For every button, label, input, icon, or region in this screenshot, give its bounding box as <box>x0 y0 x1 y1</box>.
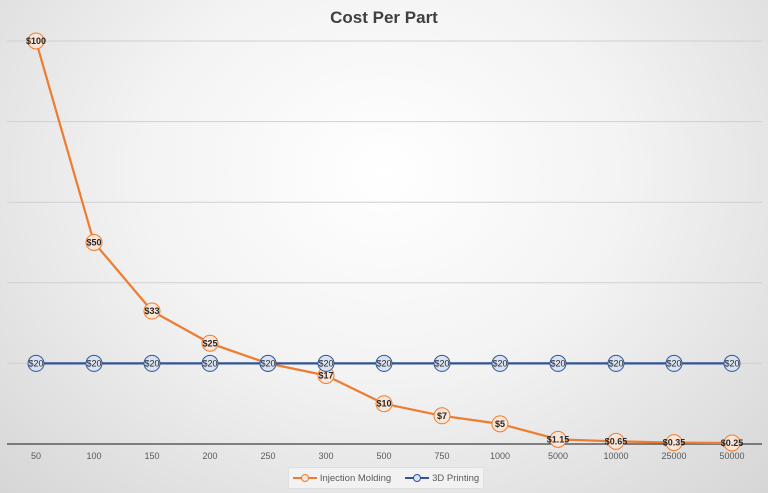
data-point-3d-printing <box>27 354 45 372</box>
legend-item-3d-printing[interactable]: 3D Printing <box>405 473 479 484</box>
x-tick-label: 300 <box>318 451 333 461</box>
x-tick-label: 150 <box>144 451 159 461</box>
x-tick-label: 250 <box>260 451 275 461</box>
data-label-3d-printing: $20 <box>202 358 217 368</box>
x-tick-label: 500 <box>376 451 391 461</box>
data-label-injection-molding: $5 <box>495 419 505 429</box>
data-point-injection-molding <box>549 430 567 448</box>
data-point-3d-printing <box>549 354 567 372</box>
data-label-injection-molding: $10 <box>376 399 391 409</box>
data-label-injection-molding: $0.35 <box>663 438 686 448</box>
data-label-3d-printing: $20 <box>376 358 391 368</box>
legend-item-injection-molding[interactable]: Injection Molding <box>292 472 392 484</box>
data-point-3d-printing <box>201 354 219 372</box>
data-point-injection-molding <box>201 334 219 352</box>
x-tick-label: 5000 <box>548 451 568 461</box>
x-tick-label: 25000 <box>661 451 686 461</box>
data-point-injection-molding <box>375 395 393 413</box>
data-point-3d-printing <box>317 354 335 372</box>
legend-label-injection-molding: Injection Molding <box>319 472 392 484</box>
data-point-3d-printing <box>665 354 683 372</box>
data-label-injection-molding: $0.25 <box>721 438 744 448</box>
data-label-3d-printing: $20 <box>608 358 623 368</box>
legend-marker-injection-molding-icon <box>292 474 317 482</box>
legend-marker-3d-printing-icon <box>405 474 430 482</box>
data-point-injection-molding <box>723 434 741 452</box>
data-label-3d-printing: $20 <box>86 358 101 368</box>
data-point-injection-molding <box>607 432 625 450</box>
data-label-3d-printing: $20 <box>28 358 43 368</box>
data-point-injection-molding <box>27 32 45 50</box>
data-point-injection-molding <box>491 415 509 433</box>
data-label-injection-molding: $25 <box>202 338 217 348</box>
data-point-3d-printing <box>85 354 103 372</box>
data-label-3d-printing: $20 <box>144 358 159 368</box>
data-label-injection-molding: $1.15 <box>547 434 570 444</box>
data-label-3d-printing: $20 <box>666 358 681 368</box>
chart-title: Cost Per Part <box>330 8 438 27</box>
data-label-3d-printing: $20 <box>434 358 449 368</box>
data-label-injection-molding: $7 <box>437 411 447 421</box>
data-point-injection-molding <box>665 434 683 452</box>
x-tick-label: 50 <box>31 451 41 461</box>
data-label-3d-printing: $20 <box>724 358 739 368</box>
legend: Injection Molding 3D Printing <box>288 467 484 489</box>
data-point-3d-printing <box>491 354 509 372</box>
x-tick-label: 1000 <box>490 451 510 461</box>
series-line-injection-molding <box>34 40 733 445</box>
x-tick-label: 100 <box>86 451 101 461</box>
data-label-3d-printing: $20 <box>318 358 333 368</box>
x-tick-label: 10000 <box>603 451 628 461</box>
data-point-3d-printing <box>723 354 741 372</box>
x-tick-label: 750 <box>434 451 449 461</box>
data-label-3d-printing: $20 <box>492 358 507 368</box>
data-label-injection-molding: $0.65 <box>605 436 628 446</box>
data-point-injection-molding <box>433 407 451 425</box>
data-label-injection-molding: $33 <box>144 306 159 316</box>
data-point-3d-printing <box>375 354 393 372</box>
legend-label-3d-printing: 3D Printing <box>432 472 480 484</box>
data-point-3d-printing <box>259 354 277 372</box>
x-tick-label: 200 <box>202 451 217 461</box>
data-point-3d-printing <box>143 354 161 372</box>
data-point-injection-molding <box>85 234 103 251</box>
data-label-3d-printing: $20 <box>550 358 565 368</box>
data-point-3d-printing <box>433 354 451 372</box>
data-label-injection-molding: $17 <box>318 370 333 380</box>
data-point-3d-printing <box>607 354 625 372</box>
x-tick-label: 50000 <box>719 451 744 461</box>
data-point-injection-molding <box>143 302 161 320</box>
data-label-injection-molding: $50 <box>86 238 101 248</box>
data-label-3d-printing: $20 <box>260 358 275 368</box>
data-label-injection-molding: $100 <box>26 36 46 46</box>
